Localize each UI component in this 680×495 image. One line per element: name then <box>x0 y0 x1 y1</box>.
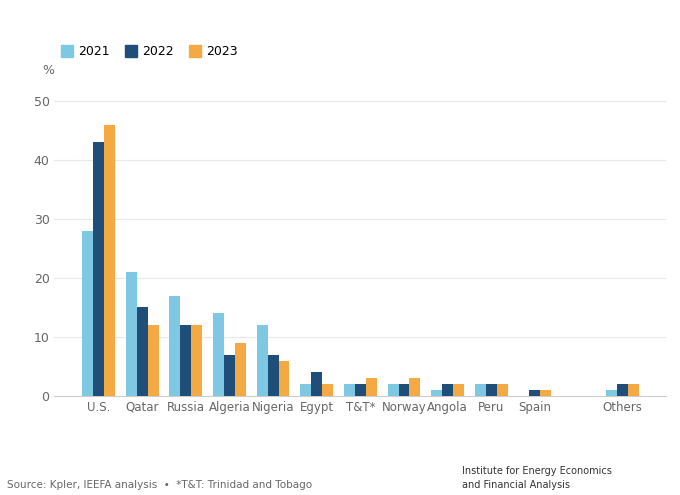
Bar <box>311 372 322 396</box>
Bar <box>169 296 180 396</box>
Bar <box>126 272 137 396</box>
Bar <box>431 390 442 396</box>
Bar <box>322 384 333 396</box>
Bar <box>409 378 420 396</box>
Bar <box>148 325 158 396</box>
Bar <box>279 360 290 396</box>
Bar <box>486 384 497 396</box>
Bar <box>355 384 366 396</box>
Bar <box>530 390 541 396</box>
Bar <box>301 384 311 396</box>
Bar <box>104 125 115 396</box>
Bar <box>235 343 246 396</box>
Bar <box>541 390 551 396</box>
Bar <box>606 390 617 396</box>
Bar <box>453 384 464 396</box>
Bar <box>475 384 486 396</box>
Bar <box>180 325 191 396</box>
Bar <box>268 355 279 396</box>
Bar <box>442 384 453 396</box>
Text: Institute for Energy Economics
and Financial Analysis: Institute for Energy Economics and Finan… <box>462 466 612 490</box>
Bar <box>628 384 639 396</box>
Bar <box>191 325 202 396</box>
Bar <box>224 355 235 396</box>
Bar <box>257 325 268 396</box>
Bar <box>398 384 409 396</box>
Legend: 2021, 2022, 2023: 2021, 2022, 2023 <box>61 46 238 58</box>
Bar <box>497 384 508 396</box>
Bar <box>137 307 148 396</box>
Bar <box>617 384 628 396</box>
Text: %: % <box>42 64 54 77</box>
Bar <box>388 384 398 396</box>
Bar <box>82 231 93 396</box>
Bar <box>344 384 355 396</box>
Bar <box>93 142 104 396</box>
Bar <box>366 378 377 396</box>
Text: Source: Kpler, IEEFA analysis  •  *T&T: Trinidad and Tobago: Source: Kpler, IEEFA analysis • *T&T: Tr… <box>7 480 312 490</box>
Bar <box>213 313 224 396</box>
